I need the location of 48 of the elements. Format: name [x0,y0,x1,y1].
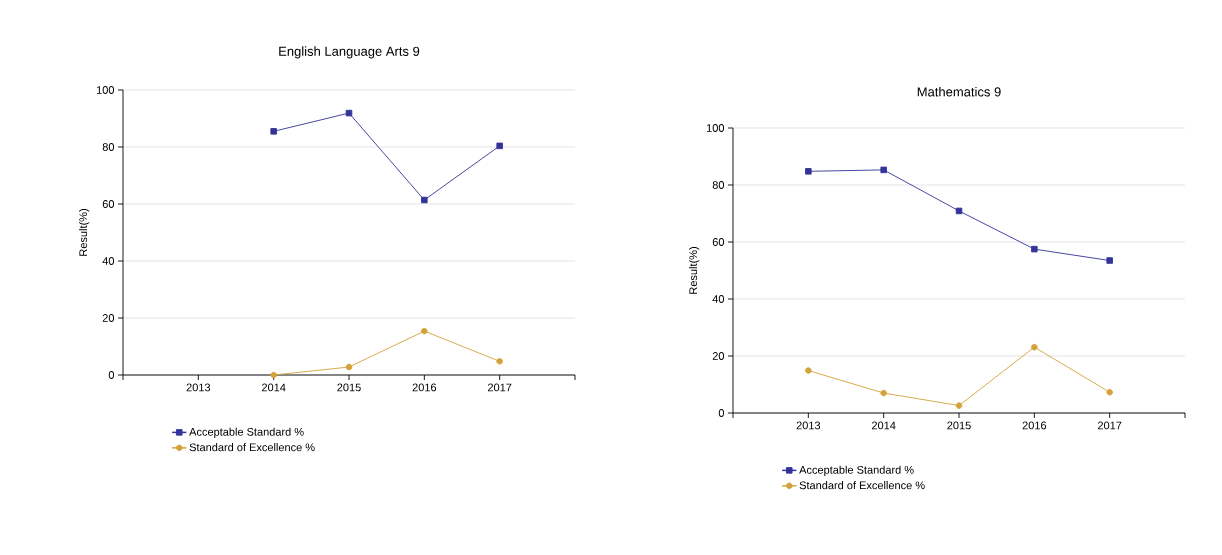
y-tick-label: 80 [102,143,115,151]
point [955,207,963,215]
point [955,402,963,409]
x-tick-label: 2017 [1097,421,1122,430]
point [496,142,503,150]
x-tick-label: 2013 [796,421,821,430]
point [270,128,277,135]
x-tick-label: 2013 [186,383,211,392]
y-axis-title: Result(%) [689,247,700,294]
y-tick-label: 0 [718,409,725,417]
x-tick-label: 2017 [487,383,512,392]
chart-title: English Language Arts 9 [279,46,420,59]
x-tick-label: 2014 [871,421,896,430]
point [880,166,887,174]
y-tick-label: 20 [102,314,115,322]
y-tick-label: 80 [712,181,725,189]
point [805,168,812,175]
x-tick-label: 2016 [412,383,437,392]
y-tick-label: 100 [96,86,115,94]
chart-title: Mathematics 9 [917,86,1001,97]
y-axis-title: Result(%) [79,209,90,256]
point [805,367,812,374]
point [880,389,887,397]
point [1106,388,1113,396]
point [345,109,353,117]
point [1031,245,1038,253]
x-tick-label: 2014 [261,383,286,392]
point [496,358,503,365]
point [1106,257,1113,264]
x-tick-label: 2016 [1022,421,1047,430]
x-tick-label: 2015 [947,421,971,430]
y-tick-label: 20 [712,352,725,360]
y-tick-label: 0 [108,371,115,379]
point [421,327,428,335]
point [421,196,428,204]
point [345,363,353,371]
legend-label: Standard of Excellence % [799,481,925,490]
y-tick-label: 40 [102,257,115,265]
y-tick-label: 40 [712,295,725,303]
y-tick-label: 100 [706,124,725,132]
legend-label: Acceptable Standard % [189,427,304,438]
point [1031,343,1038,351]
y-tick-label: 60 [712,238,725,246]
legend-label: Acceptable Standard % [799,465,914,476]
legend-label: Standard of Excellence % [189,443,315,452]
x-tick-label: 2015 [337,383,361,392]
point [270,371,277,379]
y-tick-label: 60 [102,200,115,208]
